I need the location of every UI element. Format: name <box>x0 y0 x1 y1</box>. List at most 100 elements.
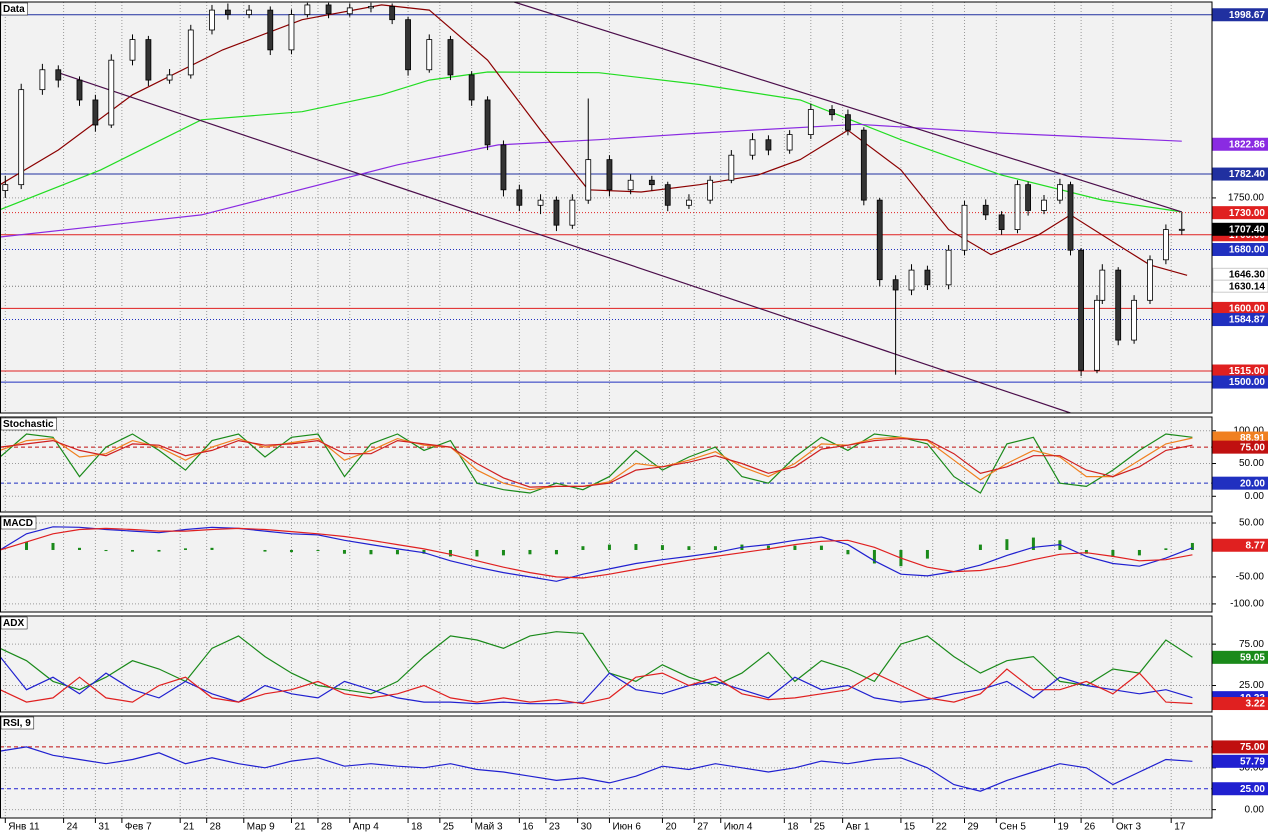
series-line <box>0 527 1193 579</box>
candle-body <box>1041 199 1047 211</box>
panel-frame <box>0 416 1213 513</box>
level-marker <box>1212 222 1268 236</box>
panel-title: Data <box>3 4 25 15</box>
x-tick-label: 23 <box>549 822 561 833</box>
histogram-bar <box>687 546 691 550</box>
candle-body <box>187 29 194 76</box>
histogram-bar <box>607 544 611 550</box>
histogram-bar <box>581 546 585 550</box>
x-tick-label: Янв 11 <box>8 822 40 833</box>
x-tick-label: Июн 6 <box>612 822 641 833</box>
candle-body <box>664 184 671 206</box>
candle-body <box>426 39 433 71</box>
y-tick-label: 25.00 <box>1239 680 1264 691</box>
histogram-bar <box>263 549 267 552</box>
candle-body <box>1078 249 1085 371</box>
candle-body <box>500 144 507 191</box>
level-marker <box>1212 279 1268 293</box>
series-line <box>0 433 1193 494</box>
candle-body <box>267 9 274 51</box>
series-line <box>0 631 1193 695</box>
histogram-bar <box>369 549 373 555</box>
panel-frame <box>0 615 1213 713</box>
candle-body <box>108 59 115 126</box>
x-tick-label: 17 <box>1174 822 1186 833</box>
x-tick-label: 20 <box>665 822 677 833</box>
candle-body <box>1014 184 1021 230</box>
histogram-bar <box>766 545 770 550</box>
level-label: 88.91 <box>1240 433 1265 444</box>
histogram-bar <box>77 547 81 550</box>
level-label: 1822.86 <box>1229 139 1266 150</box>
candle-body <box>585 159 592 201</box>
level-label: 1500.00 <box>1229 377 1266 388</box>
panel-background <box>0 516 1212 612</box>
candle-body <box>627 179 634 191</box>
level-marker <box>1212 740 1268 754</box>
level-label: 25.00 <box>1240 784 1265 795</box>
histogram-bar <box>210 547 214 550</box>
panel-title-box <box>0 516 37 530</box>
candle-body <box>1178 228 1185 231</box>
candle-body <box>982 204 989 216</box>
level-marker <box>1212 242 1268 256</box>
candle-body <box>876 199 883 281</box>
candle-body <box>346 7 353 15</box>
level-marker <box>1212 313 1268 327</box>
level-marker <box>1212 650 1268 664</box>
level-label: 1730.00 <box>1229 208 1266 219</box>
candle-body <box>389 6 396 21</box>
panel-title-box <box>0 417 57 431</box>
candle-body <box>288 14 295 51</box>
candle-body <box>553 199 560 226</box>
candle-body <box>749 139 756 156</box>
panel-title: MACD <box>3 518 33 529</box>
level-label: 1680.00 <box>1229 245 1266 256</box>
x-tick-label: Фев 7 <box>125 822 152 833</box>
level-label: 1646.30 <box>1229 269 1266 280</box>
series-line <box>0 526 1193 582</box>
y-tick-label: -100.00 <box>1230 599 1264 610</box>
histogram-bar <box>634 544 638 550</box>
candle-body <box>860 129 867 201</box>
y-tick-label: 50.00 <box>1239 762 1264 773</box>
histogram-bar <box>1190 542 1194 550</box>
y-tick-label: 0.00 <box>1245 804 1265 815</box>
level-label: 75.00 <box>1240 442 1265 453</box>
level-marker <box>1212 538 1268 552</box>
candle-body <box>1162 229 1169 261</box>
candle-body <box>2 184 9 191</box>
level-label: 1707.40 <box>1229 224 1266 235</box>
panel-background <box>0 2 1212 413</box>
candle-body <box>516 189 523 206</box>
histogram-bar <box>1111 549 1115 557</box>
candle-body <box>447 39 454 76</box>
histogram-bar <box>475 549 479 557</box>
candle-body <box>55 69 62 81</box>
candle-body <box>304 4 311 15</box>
series-line <box>0 123 1182 238</box>
candle-body <box>325 4 332 15</box>
candle-body <box>569 199 576 226</box>
candle-body <box>606 159 613 191</box>
candle-body <box>845 114 851 131</box>
candle-body <box>648 179 655 186</box>
y-tick-label: 0.00 <box>1245 491 1265 502</box>
histogram-bar <box>1164 548 1168 550</box>
histogram-bar <box>422 549 426 554</box>
candle-body <box>246 9 252 15</box>
x-tick-label: Сен 5 <box>999 822 1026 833</box>
level-marker <box>1212 167 1268 181</box>
histogram-bar <box>183 548 187 550</box>
x-tick-label: 30 <box>581 822 593 833</box>
panel-background <box>0 716 1212 818</box>
candle-body <box>1067 184 1074 251</box>
candle-body <box>998 214 1005 230</box>
x-tick-label: 25 <box>443 822 455 833</box>
panel <box>0 2 1212 413</box>
panel-title-box <box>0 716 35 730</box>
x-tick-label: Июл 4 <box>724 822 753 833</box>
level-marker <box>1212 440 1268 454</box>
histogram-bar <box>1137 549 1141 556</box>
histogram-bar <box>872 549 876 564</box>
